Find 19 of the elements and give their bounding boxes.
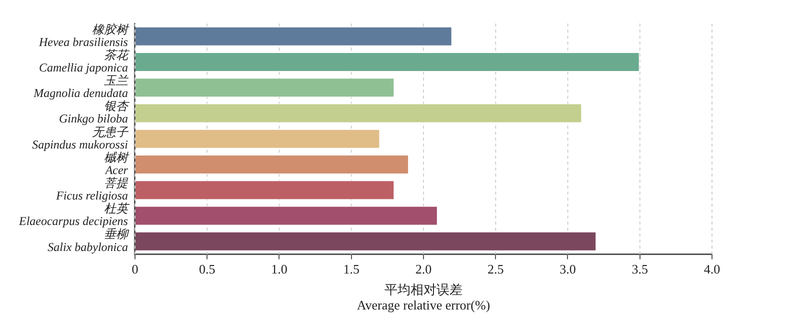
y-tick-label: 菩提 Ficus religiosa [55, 176, 129, 203]
y-tick-label: 橡胶树 Hevea brasiliensis [38, 22, 130, 49]
x-tick-label: 2.5 [487, 261, 504, 276]
x-tick-label: 1.0 [271, 261, 288, 276]
y-tick-label: 垂柳 Salix babylonica [48, 227, 130, 254]
y-tick-label: 杜英 Elaeocarpus decipiens [18, 202, 130, 228]
x-tick-label: 1.5 [343, 261, 360, 276]
y-tick-label: 槭树 Acer [104, 150, 130, 177]
x-tick-label: 3.5 [632, 261, 648, 276]
x-tick-label: 0 [132, 261, 138, 276]
y-tick-label: 茶花 Camellia japonica [38, 48, 130, 74]
x-axis-title: 平均相对误差 Average relative error(%) [356, 282, 490, 313]
x-tick-label: 3.0 [560, 261, 576, 276]
y-tick-label: 银杏 Ginkgo biloba [58, 99, 130, 126]
x-tick-label: 4.0 [704, 261, 720, 276]
x-tick-label: 2.0 [415, 261, 432, 276]
y-tick-label: 无患子 Sapindus mukorossi [32, 124, 129, 152]
x-tick-label: 0.5 [198, 261, 216, 276]
y-tick-label: 玉兰 Magnolia denudata [32, 74, 129, 100]
